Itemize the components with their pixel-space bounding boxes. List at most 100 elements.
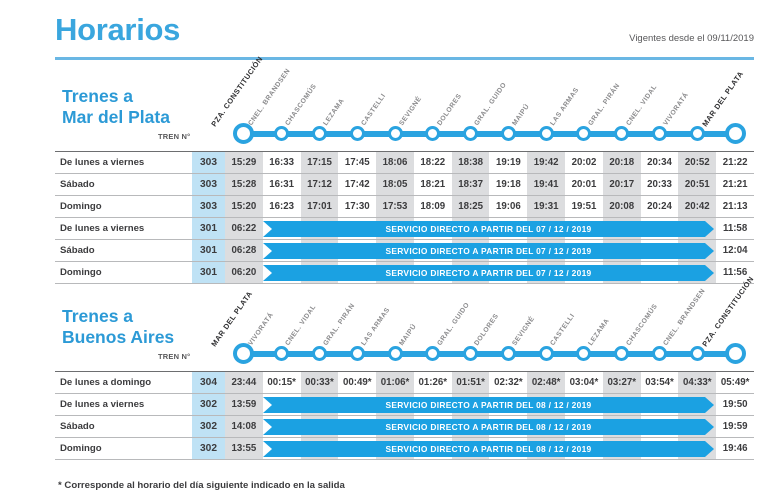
table-row[interactable]: Domingo 301 06:20 11:56 SERVICIO DIRECTO A P… [55,262,754,284]
banner-arrow-icon [705,441,715,457]
train-number: 302 [192,438,225,460]
banner-body [262,265,706,281]
row-separator [55,151,754,152]
time-cell: 01:06* [376,372,414,394]
time-cell: 20:42 [678,196,717,218]
time-cell: 17:01 [300,196,339,218]
time-cell: 19:41 [527,174,566,196]
day-label: De lunes a viernes [60,223,145,234]
time-cell: 00:15* [267,377,296,388]
banner-text: SERVICIO DIRECTO A PARTIR DEL 08 / 12 / … [385,400,592,410]
station-stop-marker [538,346,554,361]
station-stop-marker [576,126,592,141]
banner-body [262,419,706,435]
station-stop-marker [349,346,365,361]
route-strip: TREN N° MAR DEL PLATA VIVORATÁ CNEL. VIDAL G… [0,275,768,366]
route-line [243,351,736,357]
time-cell: 17:53 [376,196,414,218]
train-number: 301 [192,240,225,262]
time-cell: 20:34 [647,157,672,168]
time-cell: 17:42 [344,179,370,190]
direct-service-banner: SERVICIO DIRECTO A PARTIR DEL 08 / 12 / … [262,419,715,435]
train-number: 304 [192,372,225,394]
table-row[interactable]: De lunes a viernes 302 13:59 19:50 SERVICIO … [55,394,754,416]
time-cell: 20:18 [602,152,641,174]
banner-arrow-icon [705,419,715,435]
train-number: 301 [192,262,225,284]
table-row[interactable]: Domingo 303 15:20 16:23 17:01 17:30 17:53 18:09… [55,196,754,218]
footnote: * Corresponde al horario del día siguien… [58,480,345,491]
time-cell: 16:31 [269,179,295,190]
departure-time: 06:20 [225,262,263,284]
section-title: Trenes a Mar del Plata [62,86,170,127]
table-row[interactable]: De lunes a domingo 304 23:44 00:15* 00:33* 00… [55,372,754,394]
table-row[interactable]: Sábado 301 06:28 12:04 SERVICIO DIRECTO A PA… [55,240,754,262]
banner-text: SERVICIO DIRECTO A PARTIR DEL 07 / 12 / … [385,224,592,234]
day-label: Sábado [60,245,95,256]
table-row[interactable]: Domingo 302 13:55 19:46 SERVICIO DIRECTO A P… [55,438,754,460]
station-stop-marker [349,126,365,141]
validity-text: Vigentes desde el 09/11/2019 [629,33,754,44]
arrival-time: 19:46 [722,443,748,454]
train-number: 303 [192,152,225,174]
station-stop-marker [387,126,403,141]
banner-body [262,441,706,457]
station-stop-marker [274,346,290,361]
day-label: De lunes a viernes [60,399,145,410]
table-row[interactable]: De lunes a viernes 303 15:29 16:33 17:15 17:4… [55,152,754,174]
row-separator [55,459,754,460]
time-cell: 21:13 [722,201,748,212]
row-separator [55,415,754,416]
time-cell: 18:06 [376,152,414,174]
banner-arrow-icon [705,397,715,413]
day-label: Sábado [60,179,95,190]
station-stop-marker [689,346,705,361]
time-cell: 21:22 [722,157,748,168]
time-cell: 18:21 [420,179,446,190]
banner-notch [262,419,272,435]
train-number: 302 [192,394,225,416]
row-separator [55,393,754,394]
station-stop-marker [425,126,441,141]
time-cell: 05:49* [720,377,750,388]
banner-notch [262,243,272,259]
banner-notch [262,265,272,281]
table-row[interactable]: De lunes a viernes 301 06:22 11:58 SERVICIO … [55,218,754,240]
row-separator [55,261,754,262]
time-cell: 03:54* [645,377,674,388]
time-cell: 19:51 [571,201,597,212]
station-stop-marker [425,346,441,361]
departure-time: 13:55 [225,438,263,460]
train-number: 303 [192,174,225,196]
station-stop-marker [652,346,668,361]
time-cell: 17:12 [300,174,339,196]
row-separator [55,371,754,372]
table-row[interactable]: Sábado 302 14:08 19:59 SERVICIO DIRECTO A PA… [55,416,754,438]
time-cell: 21:21 [722,179,748,190]
row-separator [55,283,754,284]
time-cell: 15:29 [225,152,263,174]
time-cell: 19:06 [496,201,521,212]
departure-time: 14:08 [225,416,263,438]
time-cell: 01:26* [418,377,448,388]
train-number: 301 [192,218,225,240]
station-stop-marker [500,126,516,141]
banner-notch [262,441,272,457]
time-cell: 20:33 [647,179,672,190]
banner-text: SERVICIO DIRECTO A PARTIR DEL 07 / 12 / … [385,246,592,256]
day-label: Domingo [60,201,102,212]
day-label: Sábado [60,421,95,432]
time-cell: 23:44 [225,372,263,394]
day-label: De lunes a domingo [60,377,152,388]
table-row[interactable]: Sábado 303 15:28 16:31 17:12 17:42 18:05 18:21 1… [55,174,754,196]
departure-time: 06:22 [225,218,263,240]
time-cell: 17:15 [300,152,339,174]
arrival-time: 11:58 [722,223,748,234]
arrival-time: 11:56 [722,267,748,278]
time-cell: 18:05 [376,174,414,196]
station-stop-marker [724,123,746,144]
time-cell: 20:17 [602,174,641,196]
row-separator [55,195,754,196]
time-cell: 02:32* [494,377,523,388]
train-number: 303 [192,196,225,218]
